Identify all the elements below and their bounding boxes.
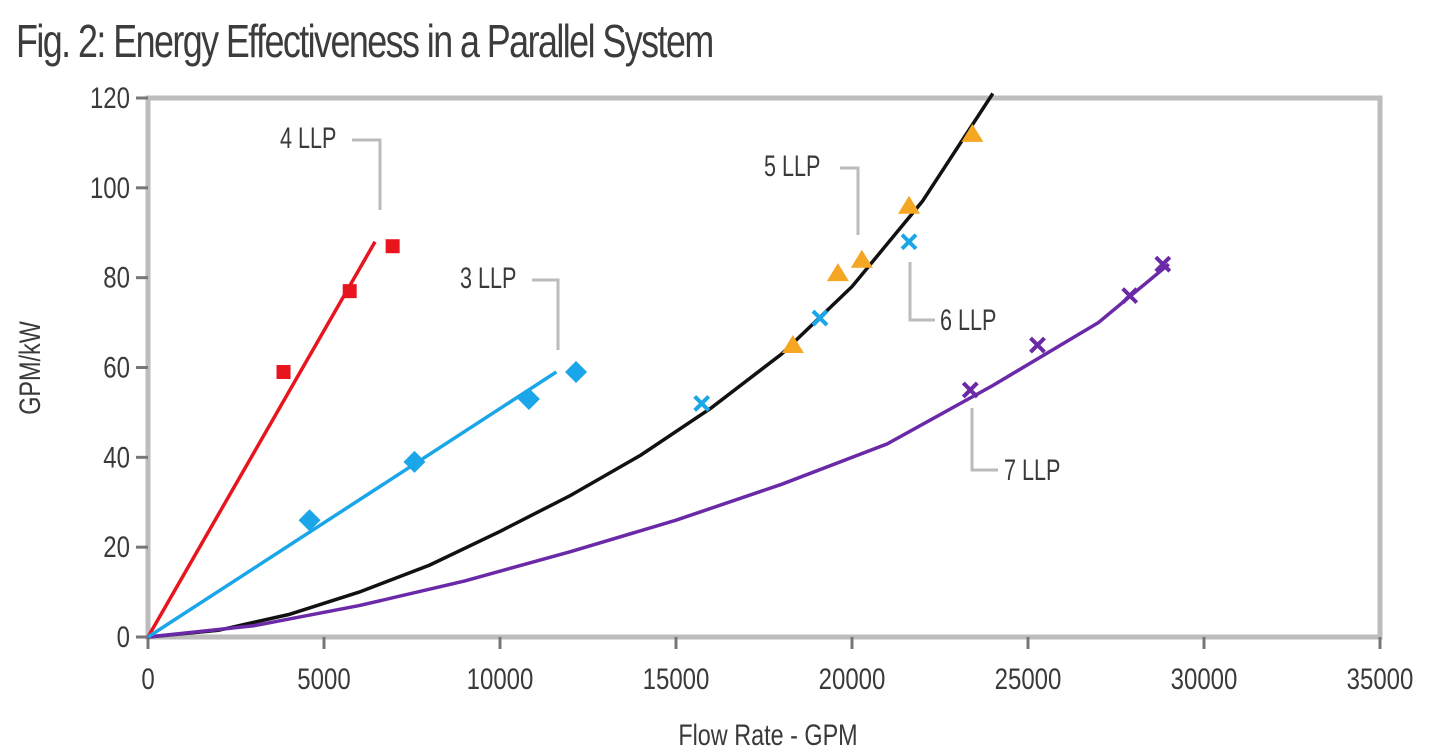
diamond-marker bbox=[403, 450, 426, 473]
x-tick-label: 20000 bbox=[819, 661, 886, 695]
x-marker bbox=[811, 309, 829, 327]
y-tick-label: 20 bbox=[103, 530, 130, 564]
x-tick-label: 10000 bbox=[467, 661, 534, 695]
y-tick-label: 0 bbox=[117, 619, 130, 653]
x-tick-label: 0 bbox=[141, 661, 154, 695]
x-marker bbox=[961, 381, 979, 399]
x-tick-label: 5000 bbox=[297, 661, 350, 695]
chart-title: Fig. 2: Energy Effectiveness in a Parall… bbox=[16, 15, 714, 67]
x-marker bbox=[1029, 336, 1046, 354]
x-marker bbox=[1121, 287, 1139, 305]
square-marker bbox=[276, 364, 291, 379]
x-marker bbox=[693, 395, 711, 412]
x-tick-label: 30000 bbox=[1171, 661, 1238, 695]
diamond-marker bbox=[565, 360, 588, 383]
series-callout-label: 5 LLP bbox=[764, 148, 820, 182]
y-tick-label: 120 bbox=[90, 80, 130, 114]
triangle-marker bbox=[781, 335, 804, 354]
x-tick-label: 25000 bbox=[995, 661, 1062, 695]
y-tick-label: 80 bbox=[103, 260, 130, 294]
y-tick-label: 40 bbox=[103, 440, 130, 474]
x-marker bbox=[900, 233, 918, 251]
fit-line bbox=[146, 240, 377, 638]
y-tick-label: 60 bbox=[103, 350, 130, 384]
triangle-marker bbox=[898, 195, 921, 214]
series-callout-label: 3 LLP bbox=[460, 260, 516, 294]
y-axis-label: GPM/kW bbox=[13, 321, 46, 415]
square-marker bbox=[342, 284, 357, 299]
callout-leader bbox=[970, 408, 998, 472]
y-tick-label: 100 bbox=[90, 170, 130, 204]
triangle-marker bbox=[961, 123, 984, 142]
series-callout-label: 6 LLP bbox=[940, 302, 996, 336]
x-tick-label: 15000 bbox=[643, 661, 710, 695]
square-marker bbox=[385, 239, 400, 254]
diamond-marker bbox=[298, 509, 321, 532]
callout-leader bbox=[352, 138, 382, 210]
triangle-marker bbox=[850, 249, 873, 268]
series-callout-label: 4 LLP bbox=[280, 120, 336, 154]
x-axis-label: Flow Rate - GPM bbox=[678, 718, 857, 749]
x-tick-label: 35000 bbox=[1347, 661, 1414, 695]
callout-leader bbox=[532, 278, 560, 350]
x-marker bbox=[1154, 255, 1172, 273]
fit-line bbox=[147, 370, 558, 639]
callout-leader bbox=[840, 166, 860, 235]
diamond-marker bbox=[517, 387, 540, 410]
callout-leader bbox=[908, 262, 935, 322]
fit-curve bbox=[147, 262, 1170, 639]
series-callout-label: 7 LLP bbox=[1004, 452, 1060, 486]
fit-curve bbox=[147, 92, 995, 639]
triangle-marker bbox=[826, 263, 849, 282]
